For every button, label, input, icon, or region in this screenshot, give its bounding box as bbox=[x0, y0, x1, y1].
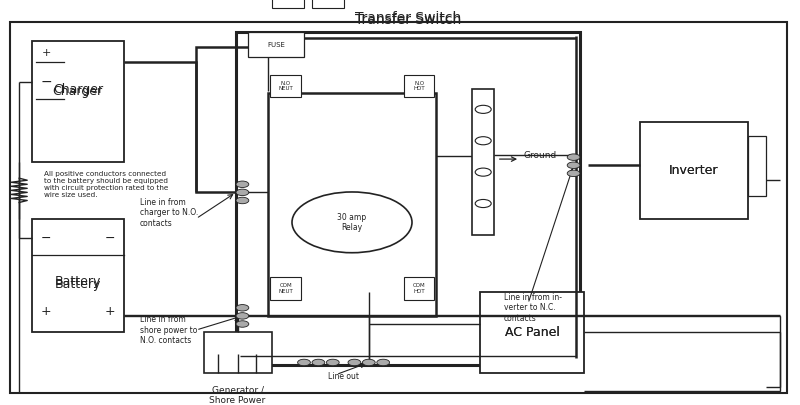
Text: −: − bbox=[41, 75, 52, 89]
Circle shape bbox=[236, 197, 249, 204]
Circle shape bbox=[475, 168, 491, 176]
Text: +: + bbox=[42, 48, 51, 58]
Text: Battery: Battery bbox=[55, 278, 101, 291]
Text: Transfer Switch: Transfer Switch bbox=[355, 13, 461, 27]
Text: Line in from
charger to N.O.
contacts: Line in from charger to N.O. contacts bbox=[140, 198, 198, 228]
Bar bbox=[640, 122, 748, 219]
Bar bbox=[32, 40, 124, 162]
Text: Line out: Line out bbox=[328, 372, 359, 381]
Text: All positive conductors connected
to the battery should be equipped
with circuit: All positive conductors connected to the… bbox=[44, 171, 168, 198]
Text: N.C.
HOT: N.C. HOT bbox=[322, 0, 334, 1]
Circle shape bbox=[475, 105, 491, 113]
Text: Inverter: Inverter bbox=[669, 164, 718, 177]
Text: COM
HOT: COM HOT bbox=[413, 283, 426, 294]
Circle shape bbox=[236, 189, 249, 196]
Text: Ground: Ground bbox=[524, 151, 558, 160]
Circle shape bbox=[236, 181, 249, 188]
Bar bbox=[748, 136, 766, 196]
Text: −: − bbox=[41, 232, 52, 245]
Bar bbox=[472, 89, 494, 235]
Bar bbox=[32, 219, 124, 332]
Text: Battery: Battery bbox=[54, 275, 101, 288]
Circle shape bbox=[298, 359, 310, 366]
Text: Line in from in-
verter to N.C.
contacts: Line in from in- verter to N.C. contacts bbox=[504, 293, 562, 323]
Bar bbox=[270, 75, 301, 97]
Bar bbox=[272, 0, 304, 8]
Text: 30 amp
Relay: 30 amp Relay bbox=[338, 213, 366, 232]
Circle shape bbox=[567, 154, 580, 160]
Text: Generator /
Shore Power: Generator / Shore Power bbox=[210, 385, 266, 405]
Circle shape bbox=[475, 137, 491, 145]
Circle shape bbox=[567, 170, 580, 177]
Circle shape bbox=[236, 305, 249, 311]
Text: Line in from
shore power to
N.O. contacts: Line in from shore power to N.O. contact… bbox=[140, 315, 198, 345]
Circle shape bbox=[348, 359, 361, 366]
Bar bbox=[236, 32, 580, 364]
Bar bbox=[248, 32, 304, 57]
Text: N.C.
NEUT: N.C. NEUT bbox=[281, 0, 295, 1]
Circle shape bbox=[567, 162, 580, 168]
Text: N.O
HOT: N.O HOT bbox=[414, 81, 425, 92]
Text: +: + bbox=[41, 305, 52, 318]
Circle shape bbox=[362, 359, 375, 366]
Bar bbox=[480, 292, 584, 373]
Circle shape bbox=[236, 313, 249, 319]
Text: −: − bbox=[104, 232, 115, 245]
Bar bbox=[204, 332, 272, 373]
Circle shape bbox=[236, 321, 249, 327]
Text: AC Panel: AC Panel bbox=[505, 326, 559, 339]
Text: FUSE: FUSE bbox=[267, 42, 285, 47]
Text: Inverter: Inverter bbox=[670, 164, 718, 177]
Text: +: + bbox=[104, 305, 115, 318]
Circle shape bbox=[326, 359, 339, 366]
Bar bbox=[270, 277, 301, 300]
Text: COM
NEUT: COM NEUT bbox=[278, 283, 293, 294]
Circle shape bbox=[292, 192, 412, 253]
Text: Charger: Charger bbox=[53, 85, 102, 98]
Bar bbox=[268, 93, 436, 316]
Text: N.O
NEUT: N.O NEUT bbox=[278, 81, 293, 92]
Circle shape bbox=[475, 199, 491, 207]
Text: Transfer Switch: Transfer Switch bbox=[355, 11, 461, 25]
Text: Charger: Charger bbox=[53, 83, 103, 96]
Text: AC Panel: AC Panel bbox=[505, 326, 559, 339]
Circle shape bbox=[377, 359, 390, 366]
Bar bbox=[312, 0, 344, 8]
Bar bbox=[404, 277, 434, 300]
Bar bbox=[404, 75, 434, 97]
Circle shape bbox=[312, 359, 325, 366]
